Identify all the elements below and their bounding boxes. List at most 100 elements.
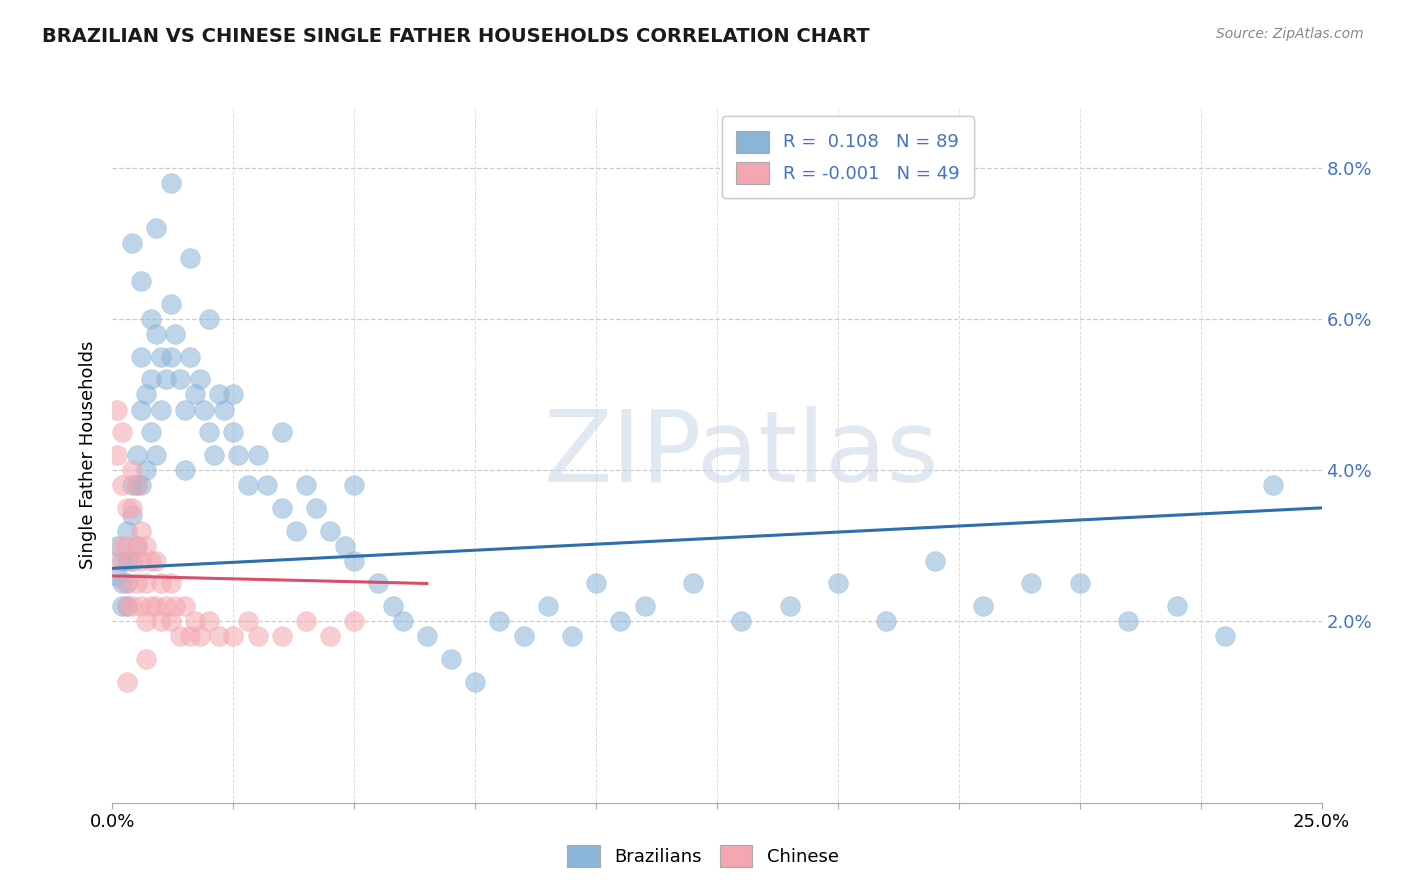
Point: [222, 387, 245, 401]
Point: [141, 599, 163, 614]
Point: [131, 350, 153, 364]
Point: [875, 615, 897, 629]
Point: [145, 599, 167, 614]
Point: [295, 615, 318, 629]
Point: [174, 599, 197, 614]
Point: [121, 478, 143, 492]
Point: [159, 576, 181, 591]
Point: [149, 350, 172, 364]
Point: [270, 500, 292, 515]
Point: [105, 569, 128, 583]
Point: [179, 629, 201, 643]
Point: [179, 252, 201, 266]
Point: [585, 576, 607, 591]
Point: [319, 524, 342, 538]
Point: [111, 554, 134, 568]
Legend: R =  0.108   N = 89, R = -0.001   N = 49: R = 0.108 N = 89, R = -0.001 N = 49: [721, 116, 974, 198]
Point: [183, 615, 205, 629]
Point: [125, 478, 148, 492]
Point: [111, 599, 134, 614]
Point: [165, 326, 187, 341]
Point: [512, 629, 534, 643]
Point: [1263, 478, 1285, 492]
Point: [236, 478, 259, 492]
Point: [295, 478, 318, 492]
Point: [416, 629, 439, 643]
Point: [183, 387, 205, 401]
Point: [212, 402, 235, 417]
Point: [125, 478, 148, 492]
Point: [115, 500, 138, 515]
Point: [111, 539, 134, 553]
Point: [105, 539, 128, 553]
Point: [125, 576, 148, 591]
Point: [131, 554, 153, 568]
Point: [333, 539, 356, 553]
Point: [121, 500, 143, 515]
Point: [174, 402, 197, 417]
Point: [827, 576, 849, 591]
Point: [1116, 615, 1139, 629]
Point: [115, 599, 138, 614]
Point: [165, 599, 187, 614]
Point: [115, 674, 138, 689]
Point: [343, 615, 366, 629]
Point: [440, 652, 463, 666]
Point: [131, 524, 153, 538]
Point: [105, 554, 128, 568]
Point: [159, 615, 181, 629]
Point: [105, 402, 128, 417]
Point: [135, 615, 157, 629]
Point: [145, 554, 167, 568]
Point: [145, 326, 167, 341]
Point: [246, 629, 269, 643]
Point: [198, 425, 221, 440]
Text: Source: ZipAtlas.com: Source: ZipAtlas.com: [1216, 27, 1364, 41]
Legend: Brazilians, Chinese: Brazilians, Chinese: [560, 838, 846, 874]
Point: [222, 425, 245, 440]
Point: [270, 629, 292, 643]
Point: [188, 372, 211, 386]
Point: [135, 652, 157, 666]
Point: [682, 576, 704, 591]
Point: [730, 615, 752, 629]
Point: [343, 478, 366, 492]
Point: [246, 448, 269, 462]
Point: [319, 629, 342, 643]
Point: [159, 176, 181, 190]
Point: [304, 500, 326, 515]
Point: [226, 448, 249, 462]
Point: [125, 539, 148, 553]
Point: [121, 508, 143, 523]
Point: [135, 539, 157, 553]
Point: [149, 615, 172, 629]
Point: [367, 576, 389, 591]
Point: [1166, 599, 1188, 614]
Point: [193, 402, 215, 417]
Point: [135, 463, 157, 477]
Point: [256, 478, 278, 492]
Point: [131, 274, 153, 288]
Point: [198, 615, 221, 629]
Point: [131, 599, 153, 614]
Point: [125, 448, 148, 462]
Point: [174, 463, 197, 477]
Point: [155, 372, 177, 386]
Y-axis label: Single Father Households: Single Father Households: [79, 341, 97, 569]
Point: [141, 425, 163, 440]
Point: [1069, 576, 1091, 591]
Point: [141, 372, 163, 386]
Point: [115, 599, 138, 614]
Point: [115, 554, 138, 568]
Point: [222, 629, 245, 643]
Point: [179, 350, 201, 364]
Point: [115, 576, 138, 591]
Point: [924, 554, 946, 568]
Point: [208, 629, 231, 643]
Point: [343, 554, 366, 568]
Text: ZIPatlas: ZIPatlas: [544, 407, 939, 503]
Point: [1213, 629, 1236, 643]
Point: [609, 615, 631, 629]
Point: [121, 554, 143, 568]
Point: [131, 478, 153, 492]
